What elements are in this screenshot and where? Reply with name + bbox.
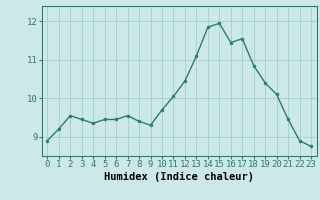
X-axis label: Humidex (Indice chaleur): Humidex (Indice chaleur) bbox=[104, 172, 254, 182]
